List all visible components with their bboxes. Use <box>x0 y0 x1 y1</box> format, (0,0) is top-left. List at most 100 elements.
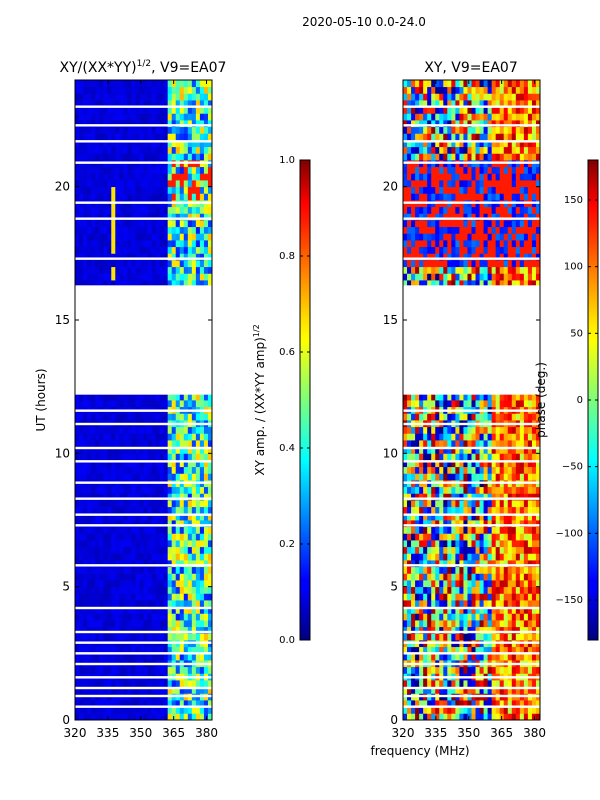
amp-cell <box>187 713 193 721</box>
amp-cell <box>159 566 165 574</box>
amp-cell <box>107 586 112 594</box>
phase-cell <box>467 500 472 508</box>
amp-colorbar-label-main: XY amp. / (XX*YY amp) <box>253 337 267 475</box>
phase-cell <box>435 413 440 421</box>
phase-cell <box>435 520 440 528</box>
phase-cell <box>415 540 420 548</box>
amp-cell <box>155 500 161 508</box>
amp-cell <box>103 613 108 621</box>
phase-cell <box>431 460 436 468</box>
amp-cell <box>139 586 144 594</box>
phase-cell <box>455 600 460 608</box>
phase-cell <box>471 413 476 421</box>
amp-flag-line <box>75 140 212 143</box>
amp-cell <box>155 700 161 708</box>
amp-cell <box>123 153 128 161</box>
phase-cell <box>495 586 501 594</box>
amp-cell <box>131 593 136 601</box>
amp-cell <box>159 140 165 148</box>
amp-cell <box>143 86 148 94</box>
amp-colorbar-tick-label: 0.8 <box>279 251 295 262</box>
amp-cell <box>107 413 112 421</box>
amp-cell <box>199 580 205 588</box>
amp-cell <box>183 633 189 641</box>
amp-cell <box>131 433 136 441</box>
phase-cell <box>467 453 472 461</box>
phase-cell <box>439 486 444 494</box>
phase-cell <box>435 400 440 408</box>
amp-cell <box>179 193 185 201</box>
amp-cell <box>131 146 136 154</box>
amp-cell <box>195 213 201 221</box>
phase-cell <box>419 506 424 514</box>
phase-cell <box>431 486 436 494</box>
phase-cell <box>491 613 497 621</box>
amp-cell <box>207 646 213 654</box>
phase-cell <box>515 580 521 588</box>
amp-cell <box>91 473 96 481</box>
phase-cell <box>451 526 456 534</box>
phase-cell <box>535 553 541 561</box>
phase-cell <box>471 493 476 501</box>
phase-cell <box>519 400 525 408</box>
amp-cell <box>127 153 132 161</box>
amp-cell <box>79 186 84 194</box>
amp-cell <box>111 426 116 434</box>
phase-cell <box>447 686 452 694</box>
phase-cell <box>415 620 420 628</box>
phase-cell <box>499 586 505 594</box>
phase-cell <box>535 653 541 661</box>
amp-cell <box>183 186 189 194</box>
amp-cell <box>159 240 165 248</box>
phase-cell <box>479 533 484 541</box>
amp-cell <box>131 653 136 661</box>
phase-cell <box>523 413 529 421</box>
amp-cell <box>131 240 136 248</box>
phase-cell <box>431 446 436 454</box>
amp-cell <box>195 173 201 181</box>
amp-cell <box>167 146 173 154</box>
phase-cell <box>415 426 420 434</box>
amp-cell <box>175 546 181 554</box>
phase-cell <box>495 606 501 614</box>
amp-cell <box>107 680 112 688</box>
amp-cell <box>127 280 132 288</box>
amp-cell <box>175 133 181 141</box>
amp-cell <box>87 220 92 228</box>
amp-cell <box>83 586 88 594</box>
amp-cell <box>111 520 116 528</box>
phase-cell <box>471 713 476 721</box>
amp-cell <box>171 486 177 494</box>
phase-cell <box>463 680 468 688</box>
phase-cell <box>471 460 476 468</box>
phase-cell <box>447 400 452 408</box>
phase-cell <box>467 600 472 608</box>
amp-cell <box>183 460 189 468</box>
amp-cell <box>195 93 201 101</box>
amp-cell <box>183 240 189 248</box>
amp-cell <box>139 233 144 241</box>
amp-cell <box>163 93 169 101</box>
amp-cell <box>147 146 152 154</box>
phase-cell <box>519 413 525 421</box>
amp-cell <box>107 600 112 608</box>
phase-cell <box>415 393 420 401</box>
amp-cell <box>151 493 156 501</box>
amp-cell <box>183 580 189 588</box>
phase-cell <box>427 666 432 674</box>
phase-cell <box>439 600 444 608</box>
phase-cell <box>411 633 416 641</box>
phase-cell <box>491 473 497 481</box>
amp-cell <box>123 413 128 421</box>
phase-cell <box>447 506 452 514</box>
phase-cell <box>515 620 521 628</box>
amp-cell <box>187 393 193 401</box>
phase-cell <box>423 460 428 468</box>
phase-cell <box>447 413 452 421</box>
amp-cell <box>183 100 189 108</box>
phase-cell <box>431 473 436 481</box>
phase-cell <box>443 580 448 588</box>
amp-cell <box>79 233 84 241</box>
phase-cell <box>463 553 468 561</box>
phase-cell <box>523 653 529 661</box>
